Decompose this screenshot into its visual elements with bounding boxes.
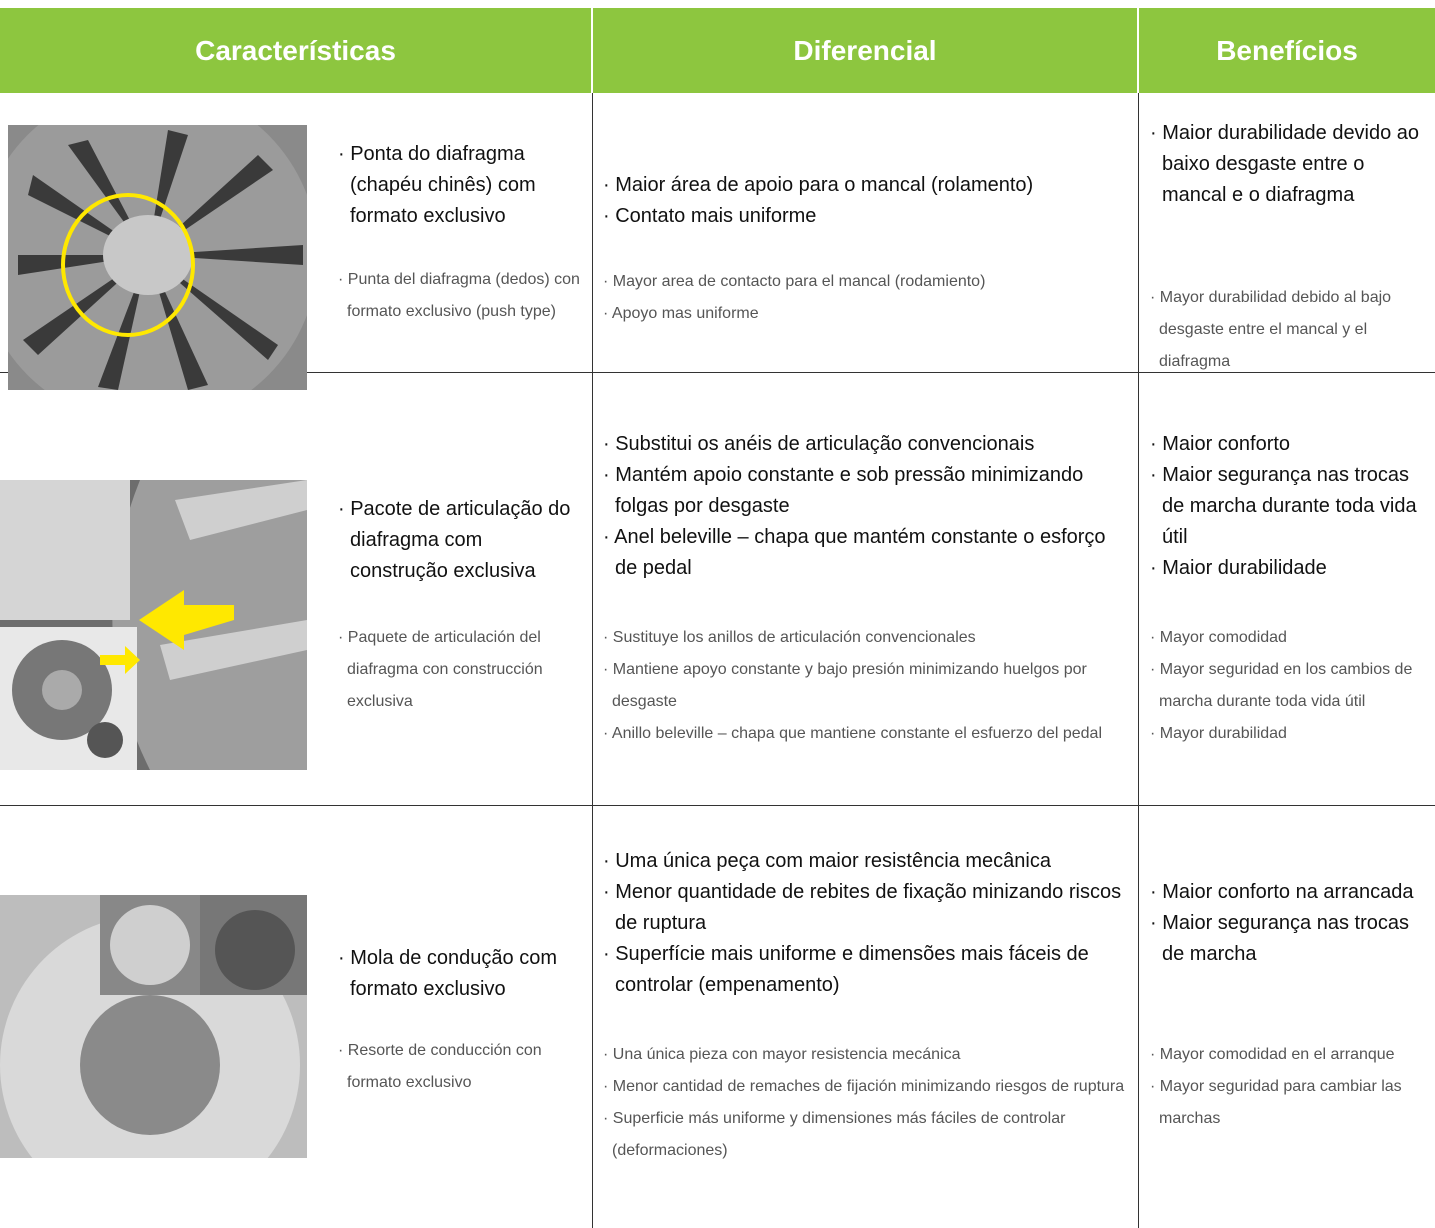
bullet-item: · Contato mais uniforme	[603, 205, 817, 227]
bullet-item: · Mayor durabilidad debido al bajo desga…	[1150, 289, 1392, 370]
cell-text: · Mayor area de contacto para el mancal …	[603, 266, 1133, 330]
bullet-item: · Mayor area de contacto para el mancal …	[603, 273, 986, 290]
bullet-item: · Substitui os anéis de articulação conv…	[603, 433, 1035, 455]
bullet-item: · Maior durabilidade	[1150, 557, 1327, 579]
bullet-item: · Mantém apoio constante e sob pressão m…	[603, 464, 1084, 517]
product-image	[0, 895, 307, 1158]
bullet-item: · Uma única peça com maior resistência m…	[603, 850, 1051, 872]
bullet-item: · Mantiene apoyo constante y bajo presió…	[603, 661, 1087, 710]
product-image	[8, 125, 307, 390]
bullet-item: · Mayor seguridad para cambiar las march…	[1150, 1078, 1402, 1127]
bullet-item: · Paquete de articulación del diafragma …	[338, 629, 543, 710]
bullet-item: · Maior conforto na arrancada	[1150, 881, 1414, 903]
cell-text: · Punta del diafragma (dedos) con format…	[338, 264, 583, 328]
bullet-item: · Menor quantidade de rebites de fixação…	[603, 881, 1122, 934]
bullet-item: · Ponta do diafragma (chapéu chinês) com…	[338, 143, 536, 227]
column-header: Diferencial	[593, 8, 1137, 93]
bullet-item: · Anillo beleville – chapa que mantiene …	[603, 725, 1102, 742]
bullet-item: · Apoyo mas uniforme	[603, 305, 759, 322]
bullet-item: · Mayor durabilidad	[1150, 725, 1287, 742]
bullet-item: · Maior segurança nas trocas de marcha d…	[1150, 464, 1417, 548]
bullet-item: · Maior segurança nas trocas de marcha	[1150, 912, 1410, 965]
cell-text: · Mola de condução com formato exclusivo	[338, 943, 583, 1005]
bullet-item: · Una única pieza con mayor resistencia …	[603, 1046, 961, 1063]
bullet-item: · Menor cantidad de remaches de fijación…	[603, 1078, 1125, 1095]
bullet-item: · Pacote de articulação do diafragma com…	[338, 498, 571, 582]
divider	[1138, 93, 1139, 1228]
bullet-item: · Maior área de apoio para o mancal (rol…	[603, 174, 1034, 196]
cell-text: · Mayor comodidad en el arranque · Mayor …	[1150, 1039, 1430, 1135]
bullet-item: · Maior durabilidade devido ao baixo des…	[1150, 122, 1420, 206]
cell-text: · Substitui os anéis de articulação conv…	[603, 429, 1133, 584]
bullet-item: · Mayor comodidad en el arranque	[1150, 1046, 1395, 1063]
bullet-item: · Superfície mais uniforme e dimensões m…	[603, 943, 1089, 996]
row-divider	[0, 805, 1435, 806]
cell-text: · Uma única peça com maior resistência m…	[603, 846, 1133, 1001]
bullet-item: · Resorte de conducción con formato excl…	[338, 1042, 542, 1091]
cell-text: · Maior área de apoio para o mancal (rol…	[603, 170, 1133, 232]
bullet-item: · Mola de condução com formato exclusivo	[338, 947, 558, 1000]
cell-text: · Resorte de conducción con formato excl…	[338, 1035, 583, 1099]
cell-text: · Ponta do diafragma (chapéu chinês) com…	[338, 139, 583, 232]
row-divider	[0, 372, 1435, 373]
bullet-item: · Mayor seguridad en los cambios de marc…	[1150, 661, 1413, 710]
cell-text: · Maior conforto · Maior segurança nas tr…	[1150, 429, 1430, 584]
divider	[592, 93, 593, 1228]
bullet-item: · Mayor comodidad	[1150, 629, 1287, 646]
cell-text: · Pacote de articulação do diafragma com…	[338, 494, 583, 587]
cell-text: · Una única pieza con mayor resistencia …	[603, 1039, 1133, 1167]
column-header: Características	[0, 8, 591, 93]
bullet-item: · Anel beleville – chapa que mantém cons…	[603, 526, 1106, 579]
cell-text: · Mayor comodidad · Mayor seguridad en lo…	[1150, 622, 1430, 750]
cell-text: · Sustituye los anillos de articulación …	[603, 622, 1133, 750]
cell-text: · Maior conforto na arrancada · Maior seg…	[1150, 877, 1430, 970]
cell-text: · Paquete de articulación del diafragma …	[338, 622, 583, 718]
column-header: Benefícios	[1139, 8, 1435, 93]
product-image	[0, 480, 307, 770]
bullet-item: · Punta del diafragma (dedos) con format…	[338, 271, 580, 320]
bullet-item: · Sustituye los anillos de articulación …	[603, 629, 976, 646]
bullet-item: · Superficie más uniforme y dimensiones …	[603, 1110, 1066, 1159]
cell-text: · Maior durabilidade devido ao baixo des…	[1150, 118, 1430, 211]
bullet-item: · Maior conforto	[1150, 433, 1291, 455]
cell-text: · Mayor durabilidad debido al bajo desga…	[1150, 282, 1430, 378]
